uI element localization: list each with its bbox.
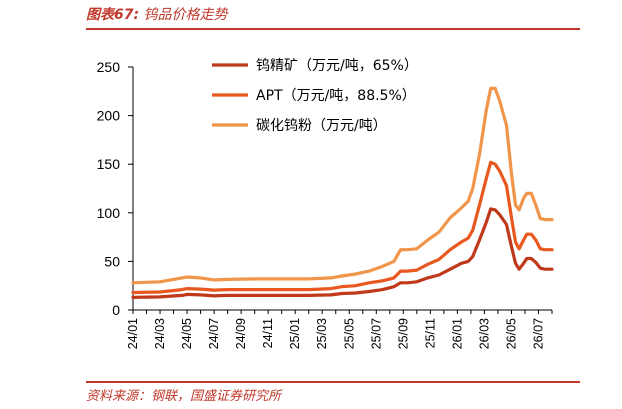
y-tick-label: 200 (97, 108, 121, 124)
x-tick-label: 25/11 (423, 318, 437, 348)
x-tick-label: 25/01 (288, 318, 302, 349)
x-tick-label: 26/03 (477, 318, 491, 349)
chart-axes: 0 50 100 150 200 250 24/01 24/03 24/05 24/07 24/09… (97, 59, 553, 349)
legend-label-3: 碳化钨粉（万元/吨） (256, 118, 387, 134)
x-tick-label: 25/07 (369, 318, 383, 349)
x-tick-label: 26/07 (531, 318, 545, 349)
series-line-2 (131, 160, 554, 295)
y-tick-label: 250 (97, 59, 121, 75)
x-tick-label: 26/01 (450, 318, 464, 349)
y-tick-label: 0 (112, 302, 120, 318)
legend-label-2: APT（万元/吨，88.5%） (256, 88, 416, 104)
figure-number: 图表67: (86, 7, 140, 23)
x-tick-label: 24/07 (207, 318, 221, 349)
legend-label-1: 钨精矿（万元/吨，65%） (256, 58, 418, 74)
x-tick-label: 25/03 (315, 318, 329, 349)
chart-legend: 钨精矿（万元/吨，65%） APT（万元/吨，88.5%） 碳化钨粉（万元/吨） (212, 58, 418, 134)
top-rule (86, 28, 580, 30)
x-tick-label: 24/01 (126, 318, 140, 349)
x-tick-label: 24/11 (261, 318, 275, 348)
y-tick-label: 150 (97, 156, 121, 172)
x-tick-label: 24/05 (180, 318, 194, 349)
x-tick-label: 26/05 (504, 318, 518, 349)
x-tick-label: 24/03 (153, 318, 167, 349)
x-tick-label: 24/09 (234, 318, 248, 349)
series-line-1 (131, 207, 554, 299)
figure-title: 钨品价格走势 (143, 7, 228, 23)
x-tick-label: 25/09 (396, 318, 410, 349)
y-tick-label: 50 (104, 253, 120, 269)
y-tick-label: 100 (97, 205, 121, 221)
series-line-3 (131, 86, 554, 285)
source-note: 资料来源：钢联，国盛证券研究所 (86, 389, 282, 404)
chart-series (131, 86, 554, 299)
figure-title-line: 图表67: 钨品价格走势 (86, 4, 228, 24)
x-tick-label: 25/05 (342, 318, 356, 349)
bottom-rule (86, 381, 580, 383)
